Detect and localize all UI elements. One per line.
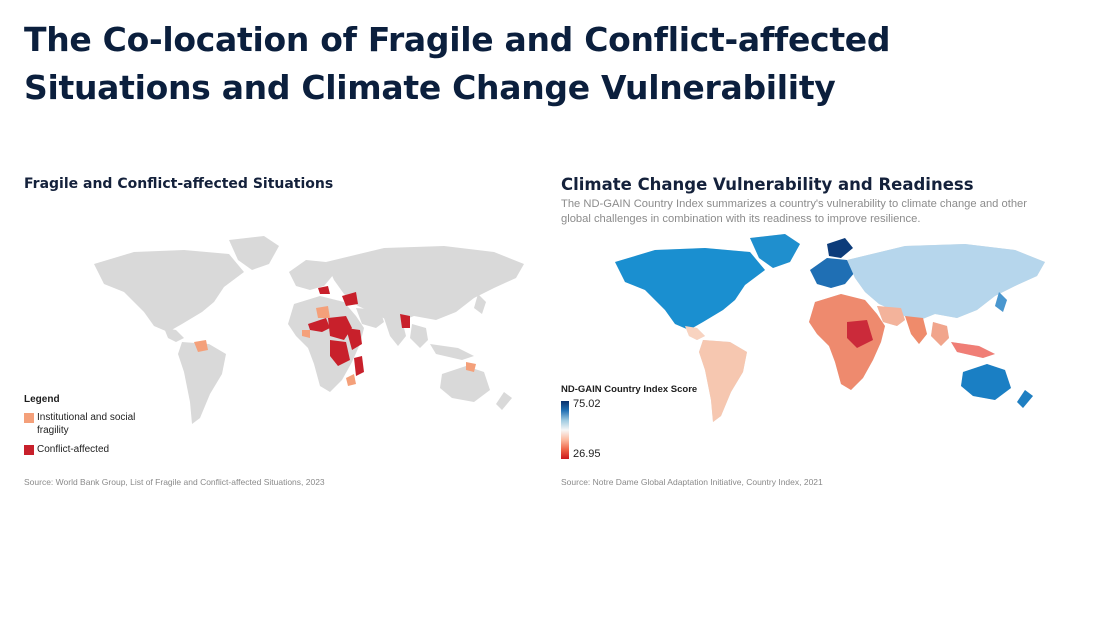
conflict-affected-countries <box>308 286 410 376</box>
scale-gradient-bar <box>561 401 569 459</box>
ndgain-subtitle-line-2: global challenges in combination with it… <box>561 213 921 225</box>
page-title: The Co-location of Fragile and Conflict-… <box>24 16 1024 112</box>
ndgain-subtitle: The ND-GAIN Country Index summarizes a c… <box>561 197 1071 227</box>
scale-max-value: 75.02 <box>573 398 601 410</box>
legend-item-conflict: Conflict-affected <box>24 443 154 456</box>
legend-label-fragility: Institutional and social fragility <box>37 412 136 436</box>
fcs-map-panel: Fragile and Conflict-affected Situations <box>24 170 534 500</box>
legend-item-fragility: Institutional and social fragility <box>24 411 154 437</box>
page-title-line-2: Situations and Climate Change Vulnerabil… <box>24 68 836 107</box>
scale-title: ND-GAIN Country Index Score <box>561 384 698 395</box>
ndgain-map-title: Climate Change Vulnerability and Readine… <box>561 175 974 194</box>
ndgain-subtitle-line-1: The ND-GAIN Country Index summarizes a c… <box>561 198 1027 210</box>
legend-label-conflict: Conflict-affected <box>37 444 110 455</box>
conflict-swatch <box>24 445 34 455</box>
fragility-countries <box>194 306 476 386</box>
ndgain-map-panel: Climate Change Vulnerability and Readine… <box>561 170 1081 500</box>
legend-title: Legend <box>24 394 60 405</box>
fcs-legend: Legend Institutional and social fragilit… <box>24 394 174 462</box>
fcs-world-map <box>94 236 524 424</box>
scale-min-value: 26.95 <box>573 448 601 460</box>
fcs-map-title: Fragile and Conflict-affected Situations <box>24 176 334 192</box>
fragility-swatch <box>24 413 34 423</box>
fcs-source: Source: World Bank Group, List of Fragil… <box>24 477 325 487</box>
page-title-line-1: The Co-location of Fragile and Conflict-… <box>24 20 891 59</box>
ndgain-color-scale: ND-GAIN Country Index Score 75.02 26.95 <box>561 384 701 460</box>
ndgain-choropleth-regions <box>615 234 1045 422</box>
ndgain-source: Source: Notre Dame Global Adaptation Ini… <box>561 477 823 487</box>
ndgain-world-map <box>615 234 1045 422</box>
